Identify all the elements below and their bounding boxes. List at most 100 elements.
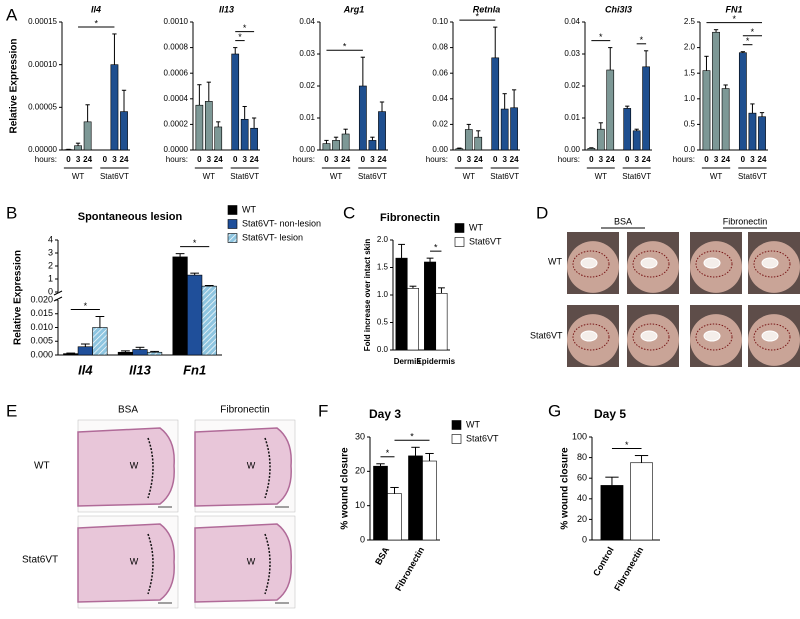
x-axis-label: hours: (166, 155, 188, 164)
legend-label: Stat6VT- lesion (242, 232, 303, 242)
legend-label: Stat6VT- non-lesion (242, 218, 321, 228)
x-tick-label: 0 (589, 155, 594, 164)
bar (240, 118, 249, 151)
panel-label: F (318, 401, 328, 420)
group-label: WT (203, 172, 216, 181)
legend-swatch (454, 223, 465, 233)
y-tick-label: 0.00010 (28, 60, 57, 69)
x-tick-label: 24 (341, 155, 350, 164)
x-tick-label: 0 (324, 155, 329, 164)
y-tick-label: 0.0002 (164, 120, 189, 129)
significance-label: * (599, 32, 603, 42)
x-tick-label: 0 (103, 155, 108, 164)
bar (77, 346, 93, 356)
chart-title: Retnla (473, 4, 501, 14)
y-tick-label: 0.00 (432, 145, 448, 154)
y-tick-label: 2 (48, 260, 53, 270)
bar (491, 57, 500, 151)
panel-label: B (6, 203, 17, 222)
x-tick-label: Fibronectin (612, 545, 645, 592)
y-tick-label: 20 (355, 466, 365, 476)
significance-label: * (84, 301, 88, 311)
y-tick-label: 0 (48, 286, 53, 296)
x-tick-label: Dermis (394, 357, 422, 366)
y-tick-label: 0.00 (299, 145, 315, 154)
bar (455, 148, 464, 151)
bar (63, 353, 79, 356)
chart-title: Day 3 (369, 407, 401, 421)
x-tick-label: Control (591, 545, 616, 578)
y-tick-label: 0.005 (30, 336, 53, 346)
bar (83, 121, 92, 151)
y-tick-label: 4 (48, 234, 53, 244)
bar (117, 351, 134, 356)
bar (110, 64, 119, 151)
bar (406, 288, 419, 351)
chart-title: Il13 (219, 4, 234, 14)
y-tick-label: 0.0010 (164, 17, 189, 26)
significance-label: * (640, 35, 644, 45)
bar (721, 88, 730, 151)
panel-label: E (6, 401, 17, 420)
y-tick-label: 0.5 (377, 318, 389, 327)
significance-label: * (94, 18, 98, 28)
y-tick-label: 0.04 (564, 17, 580, 26)
panel-label: G (548, 401, 561, 420)
bar (120, 111, 128, 151)
x-tick-label: 3 (334, 155, 339, 164)
x-tick-label: 0 (233, 155, 238, 164)
bar (132, 349, 148, 356)
group-label: WT (710, 172, 723, 181)
y-tick-label: 0.03 (299, 49, 315, 58)
significance-label: * (386, 448, 390, 458)
significance-label: * (732, 14, 736, 24)
y-tick-label: 1.0 (377, 290, 389, 299)
x-tick-label: 3 (76, 155, 81, 164)
x-tick-label: 3 (207, 155, 212, 164)
y-tick-label: 0.00 (564, 145, 580, 154)
x-axis-label: hours: (673, 155, 695, 164)
x-tick-label: Epidermis (416, 357, 455, 366)
bar (474, 136, 483, 151)
y-tick-label: 100 (572, 431, 587, 441)
bar (332, 140, 340, 151)
chart-title: Il4 (91, 4, 101, 14)
x-tick-label: 3 (502, 155, 507, 164)
x-tick-label: 3 (634, 155, 639, 164)
x-tick-label: 0 (704, 155, 709, 164)
bar (758, 116, 766, 151)
y-tick-label: 10 (355, 500, 365, 510)
axis-break (53, 290, 63, 296)
legend-label: WT (466, 419, 480, 429)
panel-label: C (343, 203, 355, 222)
group-label: Stat6VT (490, 172, 519, 181)
bar (606, 69, 615, 151)
legend-label: WT (242, 204, 256, 214)
x-tick-label: 24 (642, 155, 651, 164)
bar (204, 101, 213, 151)
tissue (77, 523, 175, 603)
column-label: BSA (614, 216, 632, 226)
chart-title: FN1 (725, 4, 742, 14)
y-tick-label: 0.00000 (28, 145, 57, 154)
wound-outline (695, 250, 733, 278)
x-axis-label: hours: (293, 155, 315, 164)
x-tick-label: 24 (120, 155, 129, 164)
y-tick-label: 0 (360, 534, 365, 544)
wound-label: W (247, 460, 256, 470)
y-tick-label: 1.5 (377, 263, 389, 272)
y-tick-label: 0.015 (30, 308, 53, 318)
x-tick-label: 24 (250, 155, 259, 164)
x-tick-label: 3 (599, 155, 604, 164)
wound-boundary (264, 533, 271, 595)
bar (358, 85, 367, 151)
panel-label: A (6, 5, 18, 24)
wound-outline (572, 250, 610, 278)
y-tick-label: 80 (577, 452, 587, 462)
y-tick-label: 30 (355, 431, 365, 441)
bar (748, 112, 757, 151)
y-tick-label: 0.0004 (164, 94, 189, 103)
bar (146, 351, 163, 356)
x-tick-label: 24 (474, 155, 483, 164)
group-label: WT (463, 172, 476, 181)
